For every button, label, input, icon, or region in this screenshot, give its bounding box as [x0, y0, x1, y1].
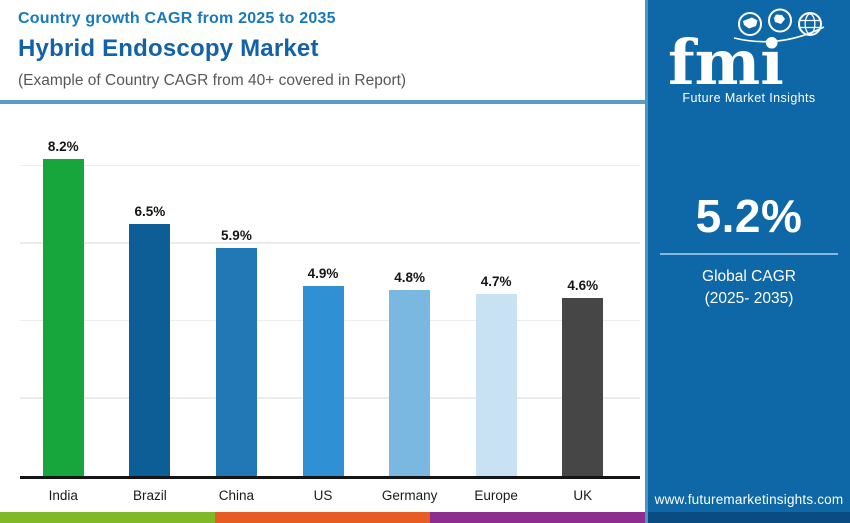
category-label-us: US: [313, 488, 333, 503]
bar-value-label-uk: 4.6%: [567, 278, 599, 293]
bar-column-china: 5.9%: [193, 120, 280, 476]
plot-area: 8.2% 6.5% 5.9% 4.9% 4.8% 4.7% 4.6%: [20, 120, 640, 476]
bar-germany: [389, 290, 431, 476]
chart-kicker: Country growth CAGR from 2025 to 2035: [18, 10, 336, 27]
chart-subtitle: (Example of Country CAGR from 40+ covere…: [18, 72, 407, 89]
website-link[interactable]: www.futuremarketinsights.com: [654, 492, 844, 507]
global-cagr-label-line2: (2025- 2035): [704, 290, 794, 308]
bar-column-germany: 4.8%: [366, 120, 453, 476]
global-cagr-value: 5.2%: [695, 190, 803, 242]
bar-value-label-us: 4.9%: [307, 266, 339, 282]
bar-brazil: [129, 224, 171, 476]
bar-india: [42, 158, 84, 476]
bar-value-label-india: 8.2%: [47, 138, 79, 154]
global-cagr-stat: 5.2% Global CAGR (2025- 2035): [648, 189, 850, 311]
logo-swoosh: [733, 26, 825, 43]
logo-tagline: Future Market Insights: [682, 91, 816, 105]
footer-strip-segment-3: [430, 512, 645, 523]
bar-column-europe: 4.7%: [453, 120, 540, 476]
category-label-germany: Germany: [381, 488, 438, 503]
bar-column-uk: 4.6%: [539, 120, 626, 476]
global-cagr-label-line1: Global CAGR: [702, 268, 796, 285]
footer-strip-segment-1: [0, 512, 215, 523]
x-axis-line: [20, 476, 640, 479]
bar-value-label-china: 5.9%: [221, 227, 252, 243]
global-cagr-label: Global CAGR (2025- 2035): [648, 266, 850, 311]
header-divider: [0, 100, 645, 104]
bar-europe: [475, 294, 517, 476]
bar-column-brazil: 6.5%: [107, 120, 194, 476]
logo-text: fmi: [668, 26, 784, 90]
bar-china: [215, 247, 257, 476]
footer-color-strip: [0, 512, 645, 523]
category-label-brazil: Brazil: [132, 488, 167, 503]
category-label-europe: Europe: [474, 488, 518, 503]
category-axis: India Brazil China US Germany Europe UK: [20, 488, 640, 503]
bar-column-india: 8.2%: [20, 120, 107, 476]
sidebar: fmi Future Market Insights 5.2% Global C…: [645, 0, 850, 523]
bar-chart: 8.2% 6.5% 5.9% 4.9% 4.8% 4.7% 4.6% India Brazil…: [20, 120, 640, 503]
bar-us: [302, 286, 344, 476]
page-title: Hybrid Endoscopy Market: [18, 35, 319, 62]
fmi-logo: fmi Future Market Insights: [648, 0, 850, 105]
sidebar-bottom-strip: [648, 512, 850, 523]
footer-strip-segment-2: [215, 512, 430, 523]
category-label-uk: UK: [573, 488, 593, 503]
us-map-icon: [738, 12, 762, 36]
bar-value-label-brazil: 6.5%: [134, 204, 166, 220]
bar-uk: [562, 298, 604, 476]
category-label-india: India: [48, 488, 78, 503]
stat-divider: [660, 253, 838, 255]
europe-map-icon: [768, 8, 792, 33]
category-label-china: China: [218, 488, 255, 503]
gridline-6: [20, 242, 640, 244]
bar-value-label-europe: 4.7%: [480, 274, 512, 290]
gridline-8: [20, 164, 640, 167]
globe-icon: [798, 12, 822, 36]
bar-value-label-germany: 4.8%: [394, 270, 425, 286]
bar-column-us: 4.9%: [280, 120, 367, 476]
fmi-logo-mark: fmi: [668, 8, 825, 99]
header: Country growth CAGR from 2025 to 2035 Hy…: [18, 10, 628, 90]
